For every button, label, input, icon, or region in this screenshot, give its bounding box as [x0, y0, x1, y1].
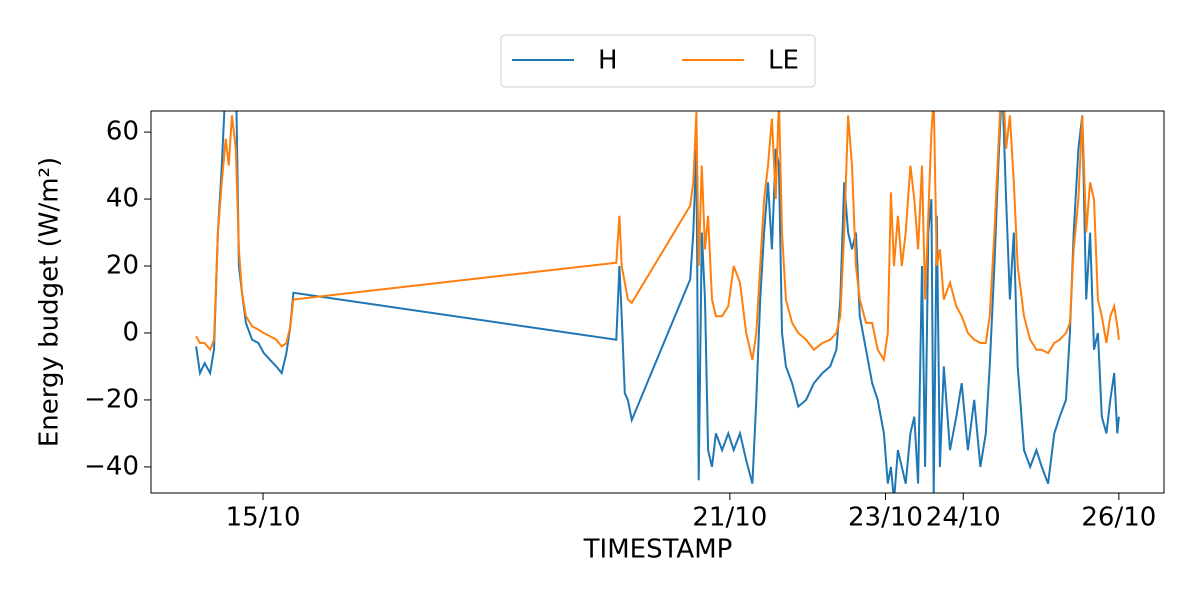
series-line — [195, 111, 1120, 363]
plot-lines — [195, 111, 1120, 493]
legend-label: H — [598, 46, 618, 76]
x-tick-label: 21/10 — [692, 503, 767, 533]
x-axis-label: TIMESTAMP — [583, 535, 733, 565]
x-tick-label: 26/10 — [1081, 503, 1156, 533]
legend-label: LE — [768, 46, 799, 76]
x-tick-label: 23/10 — [848, 503, 923, 533]
y-axis-label: Energy budget (W/m²) — [35, 157, 65, 447]
y-tick-label: −40 — [84, 451, 139, 481]
plot-frame — [150, 110, 1165, 494]
y-tick-label: 20 — [106, 251, 139, 281]
y-tick-label: 60 — [106, 117, 139, 147]
y-tick-label: 0 — [122, 317, 139, 347]
legend-box — [500, 34, 816, 88]
y-tick-label: −20 — [84, 384, 139, 414]
x-tick-label: 24/10 — [926, 503, 1001, 533]
y-tick-label: 40 — [106, 184, 139, 214]
series-line — [195, 111, 1120, 493]
x-tick-label: 15/10 — [226, 503, 301, 533]
